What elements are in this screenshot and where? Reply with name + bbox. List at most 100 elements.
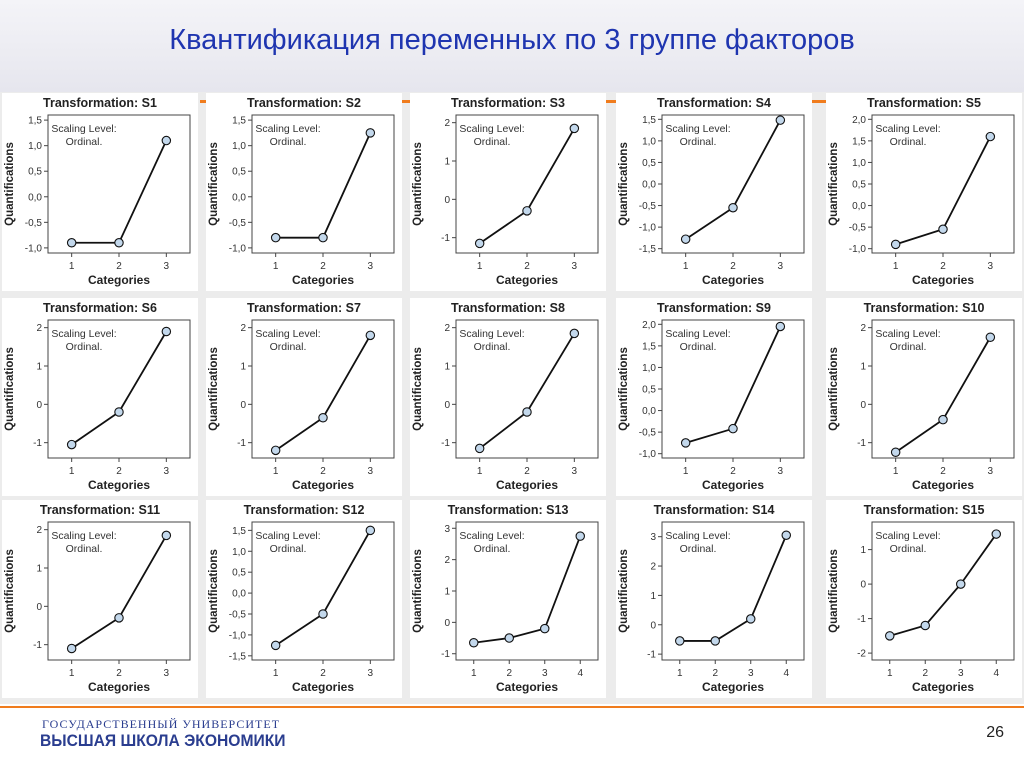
x-tick-label: 2 — [524, 466, 530, 477]
x-axis-label: Categories — [702, 478, 764, 492]
y-axis-label: Quantifications — [828, 347, 840, 431]
y-tick-label: -1,0 — [639, 223, 657, 234]
x-tick-label: 2 — [940, 261, 946, 272]
y-tick-label: -1,5 — [229, 651, 247, 662]
y-tick-label: 1,0 — [232, 141, 246, 152]
chart-svg: Transformation: S11,5 1,0 0,5 0,0 -0,5 -1,0 1 2… — [4, 96, 191, 287]
data-point — [991, 529, 1002, 539]
x-tick-label: 1 — [273, 466, 279, 477]
slide-title: Квантификация переменных по 3 группе фак… — [169, 24, 855, 56]
x-tick-label: 3 — [988, 261, 994, 272]
data-point — [985, 332, 996, 342]
x-tick-label: 1 — [683, 261, 689, 272]
x-tick-label: 3 — [958, 668, 964, 679]
chart-svg: Transformation: S14 3 2 1 0 -1 1 2 3 4 Categories Q… — [618, 503, 805, 694]
data-point — [318, 232, 328, 243]
data-point — [884, 631, 895, 641]
y-tick-label: -1,0 — [229, 630, 247, 641]
scaling-level-annotation: Scaling Level: Ordinal. — [665, 123, 730, 148]
chart-panel: Transformation: S6 2 1 0 -1 1 2 3 Categories Quan… — [2, 298, 198, 496]
chart-title: Transformation: S10 — [864, 301, 985, 315]
y-tick-label: 1 — [650, 591, 656, 602]
y-tick-label: -0,5 — [229, 610, 247, 621]
y-tick-label: 2,0 — [642, 320, 656, 331]
y-tick-label: 2 — [240, 323, 246, 334]
y-tick-label: 0 — [860, 580, 866, 591]
chart-title: Transformation: S5 — [867, 96, 981, 110]
plot-frame — [251, 521, 395, 661]
x-tick-label: 3 — [164, 668, 170, 679]
y-tick-label: -1 — [237, 438, 246, 449]
data-point — [775, 115, 786, 125]
plot-frame — [251, 319, 395, 459]
chart-svg: Transformation: S12 1,5 1,0 0,5 0,0 -0,5 -1,0 -… — [208, 503, 395, 694]
data-point — [522, 206, 532, 216]
annotation-line: Scaling Level: — [459, 530, 524, 542]
university-name-line1: ГОСУДАРСТВЕННЫЙ УНИВЕРСИТЕТ — [42, 717, 281, 731]
annotation-line: Scaling Level: — [255, 328, 320, 340]
y-tick-label: 0 — [36, 602, 42, 613]
data-point — [270, 445, 281, 456]
y-tick-label: 0,0 — [642, 406, 656, 417]
x-tick-label: 3 — [368, 261, 374, 272]
data-point — [938, 224, 948, 235]
data-point — [474, 238, 485, 249]
y-tick-label: -0,5 — [25, 218, 43, 229]
x-tick-label: 1 — [893, 466, 899, 477]
annotation-line: Scaling Level: — [665, 530, 730, 542]
x-tick-label: 4 — [993, 668, 999, 679]
page-number: 26 — [986, 724, 1004, 741]
annotation-line: Scaling Level: — [459, 328, 524, 340]
chart-title: Transformation: S11 — [40, 503, 160, 517]
y-tick-label: -1 — [857, 438, 866, 449]
y-tick-label: 0,0 — [28, 192, 42, 203]
x-tick-label: 1 — [893, 261, 899, 272]
x-tick-label: 1 — [273, 668, 279, 679]
y-tick-label: 2 — [650, 562, 656, 573]
chart-title: Transformation: S1 — [43, 96, 157, 110]
y-axis-label: Quantifications — [4, 549, 16, 633]
data-point — [66, 238, 77, 248]
x-axis-label: Categories — [88, 680, 150, 694]
x-tick-label: 2 — [524, 261, 530, 272]
annotation-line: Ordinal. — [680, 136, 717, 148]
scaling-level-annotation: Scaling Level: Ordinal. — [255, 123, 320, 148]
x-tick-label: 2 — [320, 261, 326, 272]
data-point — [938, 414, 948, 425]
y-axis-label: Quantifications — [4, 347, 16, 431]
y-tick-label: 1 — [860, 545, 866, 556]
y-tick-label: 1,0 — [852, 158, 866, 169]
chart-title: Transformation: S8 — [451, 301, 565, 315]
y-tick-label: 1,5 — [232, 116, 246, 127]
data-point — [710, 636, 721, 646]
y-tick-label: 0,5 — [232, 167, 246, 178]
y-tick-label: 0,5 — [28, 167, 42, 178]
x-tick-label: 3 — [368, 466, 374, 477]
data-point — [728, 423, 738, 434]
annotation-line: Scaling Level: — [255, 123, 320, 135]
y-tick-label: 1,5 — [642, 115, 656, 126]
scaling-level-annotation: Scaling Level: Ordinal. — [459, 123, 524, 148]
data-point — [956, 579, 966, 589]
plot-frame — [661, 114, 805, 254]
y-axis-label: Quantifications — [618, 549, 630, 633]
x-tick-label: 3 — [572, 466, 578, 477]
data-point — [781, 530, 792, 540]
x-tick-label: 4 — [577, 668, 583, 679]
x-tick-label: 1 — [477, 466, 483, 477]
data-point — [114, 407, 124, 417]
chart-panel: Transformation: S2 1,5 1,0 0,5 0,0 -0,5 -1,0 1 2… — [206, 93, 402, 291]
chart-svg: Transformation: S92,0 1,5 1,0 0,5 0,0 -0,5 -1,… — [618, 301, 805, 492]
x-tick-label: 3 — [164, 466, 170, 477]
y-tick-label: 1,5 — [28, 116, 42, 127]
chart-title: Transformation: S15 — [864, 503, 985, 517]
x-tick-label: 2 — [506, 668, 512, 679]
scaling-level-annotation: Scaling Level: Ordinal. — [255, 530, 320, 555]
chart-svg: Transformation: S52,0 1,5 1,0 0,5 0,0 -0,5 -1,… — [828, 96, 1015, 287]
x-tick-label: 1 — [677, 668, 683, 679]
annotation-line: Ordinal. — [66, 136, 103, 148]
y-axis-label: Quantifications — [4, 142, 16, 226]
chart-panel: Transformation: S4 1,5 1,0 0,5 0,0 -0,5 -1,0 -1… — [616, 93, 812, 291]
y-tick-label: 0 — [36, 400, 42, 411]
